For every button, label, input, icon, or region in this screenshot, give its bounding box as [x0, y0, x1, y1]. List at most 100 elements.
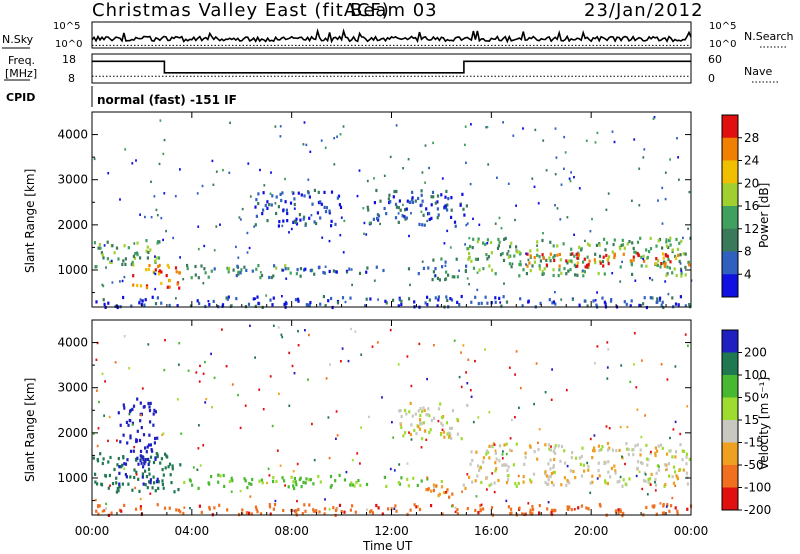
data-cell	[139, 505, 142, 509]
data-cell	[582, 269, 584, 272]
data-cell	[464, 269, 467, 273]
data-cell	[250, 512, 253, 516]
data-cell	[529, 508, 532, 512]
data-cell	[601, 296, 604, 300]
data-cell	[513, 254, 516, 258]
data-cell	[603, 272, 606, 276]
data-cell	[494, 272, 497, 276]
data-cell	[123, 406, 126, 410]
data-cell	[127, 482, 130, 486]
data-cell	[594, 362, 596, 365]
data-cell	[410, 384, 413, 388]
data-cell	[135, 439, 138, 444]
data-cell	[237, 272, 240, 276]
noise-sky-label: N.Sky	[2, 33, 34, 46]
data-cell	[411, 196, 414, 200]
data-cell	[651, 296, 654, 300]
data-cell	[148, 409, 152, 413]
data-cell	[346, 271, 348, 274]
data-cell	[136, 241, 139, 245]
data-cell	[679, 443, 682, 447]
data-cell	[135, 473, 138, 476]
data-cell	[529, 478, 532, 482]
data-cell	[281, 224, 284, 228]
data-cell	[212, 183, 215, 186]
data-cell	[655, 257, 658, 261]
data-cell	[369, 297, 372, 301]
data-cell	[678, 259, 681, 264]
data-cell	[141, 387, 144, 390]
data-cell	[434, 201, 437, 205]
data-cell	[202, 372, 205, 375]
data-cell	[680, 274, 683, 278]
data-cell	[147, 462, 150, 467]
data-cell	[450, 196, 453, 200]
data-cell	[254, 505, 258, 509]
data-cell	[606, 258, 609, 262]
data-cell	[109, 260, 112, 264]
data-cell	[486, 125, 489, 129]
data-cell	[95, 358, 98, 361]
data-cell	[304, 329, 306, 332]
data-cell	[578, 245, 581, 249]
data-cell	[148, 264, 151, 268]
data-cell	[675, 237, 678, 241]
data-cell	[658, 298, 661, 302]
data-cell	[484, 242, 487, 246]
data-cell	[292, 470, 295, 473]
data-cell	[688, 457, 691, 461]
data-cell	[468, 236, 471, 240]
data-cell	[580, 455, 583, 459]
data-cell	[665, 244, 669, 248]
data-cell	[347, 359, 350, 363]
data-cell	[463, 213, 466, 217]
data-cell	[507, 182, 510, 185]
data-cell	[217, 480, 220, 484]
data-cell	[262, 191, 265, 195]
data-cell	[665, 240, 668, 244]
data-cell	[329, 474, 333, 479]
data-cell	[254, 304, 257, 308]
data-cell	[569, 259, 573, 263]
data-cell	[565, 272, 568, 276]
data-cell	[389, 155, 392, 159]
data-cell	[243, 477, 246, 481]
data-cell	[601, 445, 604, 449]
data-cell	[638, 303, 641, 307]
data-cell	[641, 359, 643, 362]
data-cell	[420, 189, 423, 193]
data-cell	[124, 462, 128, 466]
data-cell	[107, 439, 109, 443]
data-cell	[535, 362, 538, 365]
data-cell	[328, 456, 331, 460]
data-cell	[284, 267, 287, 271]
x-tick-label: 00:00	[674, 524, 709, 538]
data-cell	[266, 219, 269, 223]
data-cell	[676, 512, 679, 516]
data-cell	[320, 202, 323, 206]
data-cell	[147, 401, 150, 406]
data-cell	[665, 467, 668, 471]
data-cell	[533, 260, 537, 264]
data-cell	[152, 412, 155, 416]
data-cell	[336, 135, 338, 138]
data-cell	[225, 296, 228, 300]
velocity-y-label: Slant Range [km]	[23, 378, 37, 482]
data-cell	[289, 201, 293, 205]
data-cell	[325, 377, 328, 380]
data-cell	[130, 304, 133, 308]
data-cell	[552, 464, 555, 468]
data-cell	[671, 248, 674, 252]
data-cell	[360, 426, 362, 429]
data-cell	[567, 507, 570, 511]
data-cell	[569, 268, 572, 272]
data-cell	[666, 265, 669, 269]
data-cell	[632, 453, 635, 457]
data-cell	[554, 291, 556, 294]
noise-left-tick-bottom: 10^0	[55, 39, 82, 50]
data-cell	[526, 252, 529, 256]
data-cell	[421, 260, 424, 263]
data-cell	[101, 510, 104, 513]
data-cell	[659, 443, 663, 447]
